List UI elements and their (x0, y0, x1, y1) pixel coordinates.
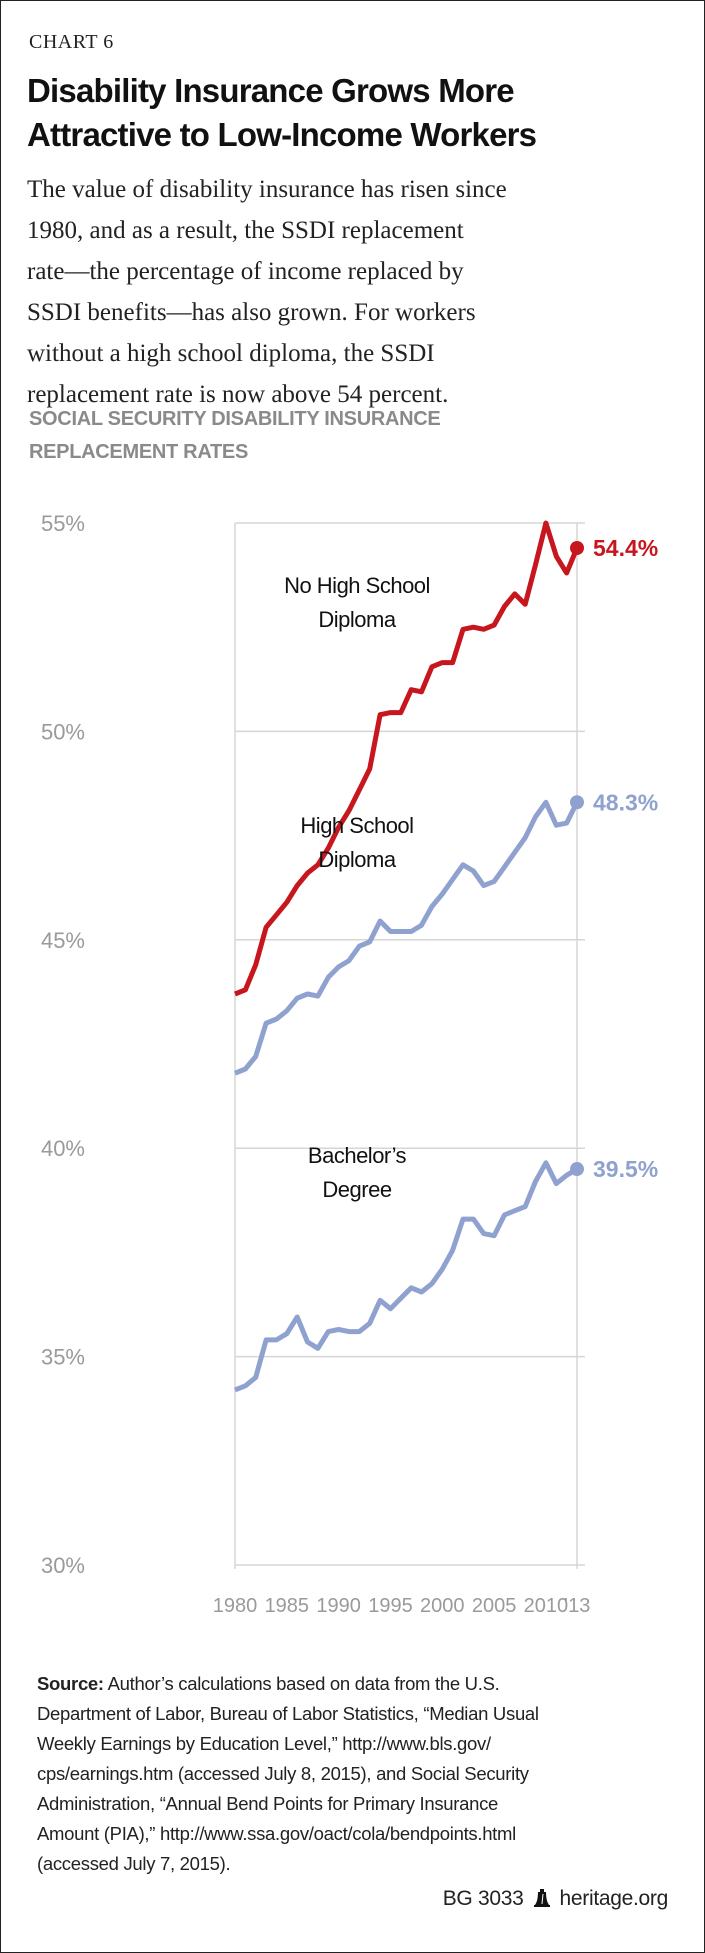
x-tick-label: 1990 (316, 1595, 361, 1617)
series-end-point (570, 1162, 584, 1177)
series-label: Diploma (318, 847, 396, 872)
series-line-1 (234, 799, 580, 1076)
description-line: without a high school diploma, the SSDI (27, 340, 435, 367)
liberty-bell-icon (533, 1889, 550, 1907)
y-tick-label: 30% (41, 1553, 85, 1578)
chart-description: The value of disability insurance has ri… (27, 169, 507, 415)
x-tick-label: 1995 (368, 1595, 413, 1617)
title-line: Attractive to Low-Income Workers (27, 116, 537, 153)
series-end-label: 39.5% (593, 1156, 658, 1182)
series-label: Bachelor’s (308, 1143, 407, 1168)
title-line: Disability Insurance Grows More (27, 72, 515, 109)
description-line: replacement rate is now above 54 percent… (27, 381, 449, 408)
report-id: BG 3033 (442, 1887, 524, 1910)
series-label: Degree (322, 1177, 391, 1202)
source-line: cps/earnings.htm (accessed July 8, 2015)… (37, 1763, 529, 1784)
chart-title: Disability Insurance Grows More Attracti… (27, 69, 537, 157)
x-tick-label: 2005 (472, 1595, 517, 1617)
series-end-point (570, 541, 584, 556)
x-tick-label: 2010 (524, 1595, 569, 1617)
x-tick-label: 1980 (213, 1595, 258, 1617)
source-line: Department of Labor, Bureau of Labor Sta… (37, 1703, 539, 1724)
series-label: Diploma (318, 607, 396, 632)
description-line: 1980, and as a result, the SSDI replacem… (27, 217, 464, 244)
y-tick-label: 40% (41, 1136, 85, 1161)
y-tick-label: 35% (41, 1345, 85, 1370)
series-line-2 (234, 1160, 579, 1393)
source-line: (accessed July 7, 2015). (37, 1853, 231, 1874)
source-line: Source: Author’s calculations based on d… (37, 1669, 539, 1699)
y-tick-label: 45% (41, 928, 85, 953)
y-tick-label: 50% (41, 719, 85, 744)
x-tick-label: 1985 (265, 1595, 310, 1617)
source-line: Weekly Earnings by Education Level,” htt… (37, 1733, 491, 1754)
source-line: Amount (PIA),” http://www.ssa.gov/oact/c… (37, 1823, 516, 1844)
series-label: High School (300, 813, 413, 838)
description-line: The value of disability insurance has ri… (27, 176, 507, 203)
chart-heading: SOCIAL SECURITY DISABILITY INSURANCE REP… (29, 403, 441, 469)
description-line: SSDI benefits—has also grown. For worker… (27, 299, 476, 326)
source-line: Administration, “Annual Bend Points for … (37, 1793, 499, 1814)
series-end-label: 48.3% (593, 789, 658, 815)
line-chart: 30% 35% 40% 45% 50% 55% 1980 1985 1990 1995 2000 20… (41, 511, 658, 1617)
x-tick-label: ’13 (564, 1595, 591, 1617)
website: heritage.org (559, 1887, 669, 1910)
series-end-point (570, 795, 584, 810)
source-note: Source: Author’s calculations based on d… (37, 1669, 539, 1879)
source-label: Source: (37, 1673, 104, 1694)
series-end-label: 54.4% (593, 535, 658, 561)
chart-heading-line: SOCIAL SECURITY DISABILITY INSURANCE (29, 408, 441, 430)
chart-number: CHART 6 (29, 31, 114, 53)
x-tick-label: 2000 (420, 1595, 465, 1617)
footer: BG 3033 heritage.org (442, 1887, 669, 1911)
series-label: No High School (284, 573, 430, 598)
y-tick-label: 55% (41, 511, 85, 536)
chart-heading-line: REPLACEMENT RATES (29, 441, 248, 463)
source-text: Author’s calculations based on data from… (103, 1673, 500, 1694)
description-line: rate—the percentage of income replaced b… (27, 258, 464, 285)
series-line-0 (234, 520, 580, 997)
